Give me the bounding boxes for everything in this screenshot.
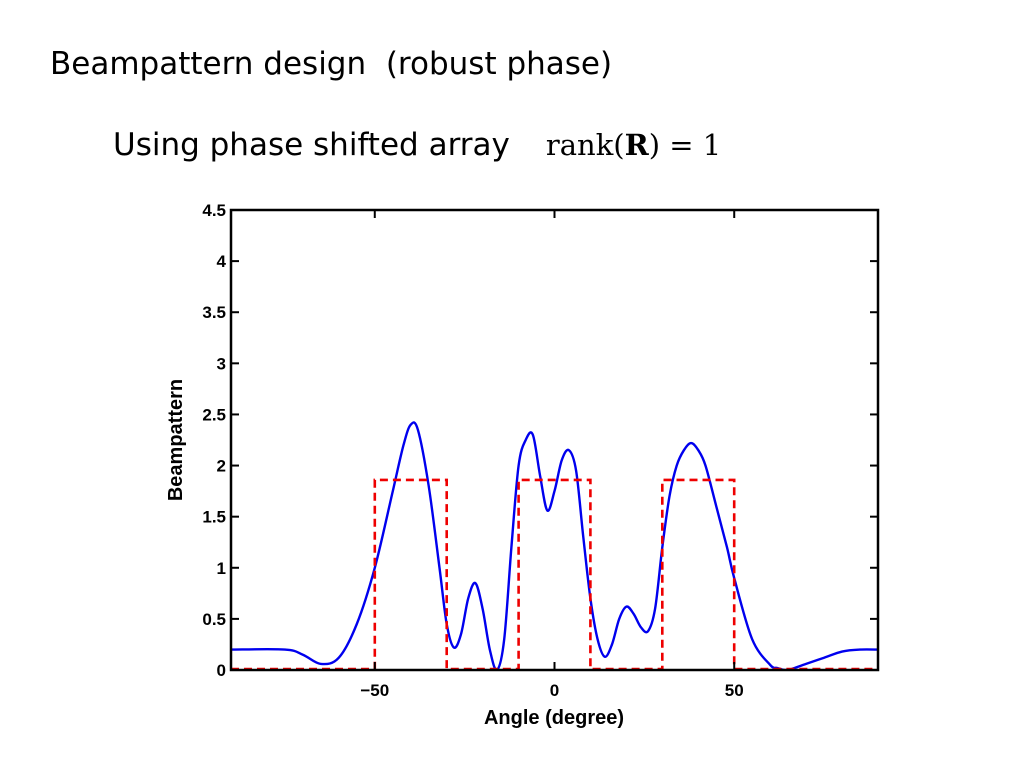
x-axis-label: Angle (degree) — [484, 707, 624, 729]
rank-formula: rank(R) = 1 — [546, 128, 721, 162]
y-tick-label: 0.5 — [202, 610, 226, 629]
y-tick-label: 2.5 — [202, 405, 226, 424]
y-tick-label: 2 — [217, 457, 226, 476]
plot-frame — [229, 208, 880, 672]
desired-pattern-line — [231, 478, 878, 670]
x-tick-label: −50 — [360, 681, 389, 700]
y-tick-label: 4 — [217, 252, 227, 271]
x-tick-label: 0 — [550, 681, 559, 700]
x-tick-label: 50 — [725, 681, 744, 700]
y-tick-label: 3 — [217, 354, 226, 373]
y-tick-label: 1 — [217, 559, 226, 578]
formula-prefix: rank( — [545, 128, 625, 162]
formula-matrix-symbol: R — [624, 128, 649, 162]
y-tick-label: 3.5 — [202, 303, 226, 322]
slide-title: Beampattern design (robust phase) — [50, 46, 613, 82]
subtitle-row: Using phase shifted array rank(R) = 1 — [113, 127, 721, 167]
y-tick-label: 1.5 — [202, 508, 226, 527]
slide-subtitle: Using phase shifted array — [113, 127, 510, 163]
y-tick-label: 4.5 — [202, 201, 226, 220]
y-axis-label: Beampattern — [165, 379, 187, 501]
y-tick-label: 0 — [217, 661, 226, 680]
ticks-layer: 0 0.5 1 1.5 2 2.5 3 3.5 4 4.5 −50 0 50 — [202, 201, 878, 700]
series-layer — [231, 421, 878, 670]
beampattern-line — [231, 421, 878, 670]
formula-suffix: ) = 1 — [648, 128, 722, 162]
